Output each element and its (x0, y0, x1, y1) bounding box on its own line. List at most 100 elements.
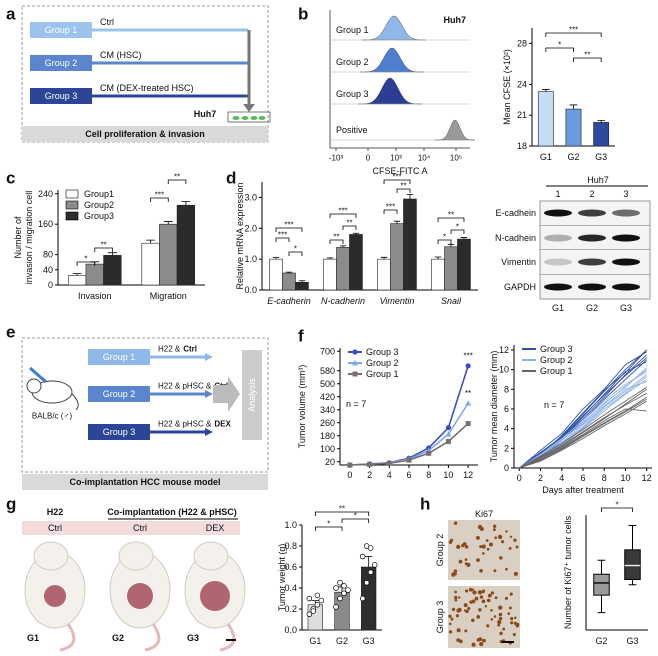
x-axis-label: CFSE-FITC A (372, 166, 427, 176)
stained-nucleus (465, 589, 469, 593)
caption: Cell proliferation & invasion (85, 129, 205, 139)
drug-label: Ctrl (183, 345, 197, 354)
y-tick-label: 260 (320, 418, 335, 428)
error-bar (272, 257, 280, 260)
stain-label: Ki67 (475, 509, 493, 519)
panel-label: e (6, 323, 15, 342)
x-axis-label: Days after treatment (542, 485, 624, 495)
significance-bracket (314, 526, 343, 531)
group-label: G3 (187, 633, 199, 643)
blot-frame (539, 200, 651, 300)
x-tick-label: 10 (443, 470, 453, 480)
y-tick-label: 40 (43, 265, 53, 275)
bar (457, 238, 471, 291)
group-label: G1 (552, 303, 564, 313)
data-point (371, 562, 378, 568)
significance-bracket (396, 188, 411, 193)
stained-nucleus (467, 606, 471, 610)
dish (227, 111, 271, 123)
mouse-head (26, 378, 42, 394)
treatment-label: DEX (206, 523, 225, 533)
bar (377, 258, 391, 291)
bar (103, 255, 122, 286)
marker (445, 438, 451, 444)
histogram-curve (357, 77, 423, 105)
significance-label: *** (278, 231, 287, 240)
y-tick-label: 0.2 (284, 604, 297, 614)
note: n = 7 (346, 399, 366, 409)
significance-bracket (275, 227, 303, 232)
y-tick-label: 340 (320, 405, 335, 415)
significance-bracket (573, 57, 602, 62)
legend-label: Group3 (84, 211, 114, 221)
cell-line: Huh7 (194, 109, 217, 119)
error-bar (352, 232, 360, 235)
y-tick-label: 28 (517, 38, 527, 48)
significance-label: * (558, 41, 561, 50)
band (544, 234, 572, 242)
stained-nucleus (497, 534, 503, 540)
stained-nucleus (462, 542, 467, 546)
stained-nucleus (515, 624, 519, 628)
stained-nucleus (475, 535, 480, 540)
significance-label: *** (338, 207, 347, 216)
stained-nucleus (476, 638, 481, 642)
legend-swatch (65, 189, 79, 199)
group-label: Group 3 (103, 427, 136, 437)
data-point (333, 604, 339, 610)
x-tick-label: G1 (540, 152, 552, 162)
error-bar (406, 193, 414, 199)
significance-bracket (329, 239, 344, 244)
x-tick-label: 0 (366, 154, 371, 163)
stained-nucleus (464, 558, 468, 561)
histogram-curve (361, 15, 427, 41)
stained-nucleus (513, 538, 517, 542)
significance-bracket (437, 239, 452, 244)
significance-bracket (288, 251, 303, 256)
error-bar (326, 257, 334, 260)
bar (269, 258, 283, 291)
y-axis-label: Relative mRNA expression (235, 182, 245, 289)
data-point (314, 592, 321, 599)
legend-swatch (65, 200, 79, 210)
significance-label: *** (463, 351, 472, 360)
stained-nucleus (476, 614, 481, 619)
y-tick-label: 0 (504, 463, 509, 473)
stained-nucleus (484, 605, 488, 608)
caption: Co-implantation HCC mouse model (69, 477, 220, 487)
y-tick-label: 0.8 (284, 541, 297, 551)
stained-nucleus (497, 623, 501, 627)
bar (295, 281, 309, 291)
significance-label: ** (339, 505, 345, 514)
y-tick-label: 4 (504, 424, 509, 434)
marker (465, 400, 472, 406)
y-tick-label: 100 (320, 444, 335, 454)
arrowhead (205, 353, 213, 361)
data-point (359, 553, 366, 560)
y-tick-label: 20 (325, 457, 335, 467)
legend-label: Group 1 (540, 366, 573, 376)
stained-nucleus (481, 590, 485, 594)
y-tick-label: 0.0 (284, 625, 297, 635)
row-label: Group 2 (435, 534, 445, 567)
stained-nucleus (455, 614, 460, 618)
stained-nucleus (457, 607, 462, 613)
significance-label: *** (386, 203, 395, 212)
group-label: Group 1 (103, 352, 136, 362)
arrowhead (243, 104, 255, 112)
ihc-image (448, 586, 520, 648)
x-tick-label: G3 (363, 636, 375, 646)
y-tick-label: 160 (38, 219, 53, 229)
group-box (30, 22, 92, 38)
group-box (30, 55, 92, 71)
arrowhead (205, 428, 213, 436)
y-axis-label: Tumor volume (mm³) (297, 365, 307, 449)
bar (403, 198, 417, 291)
group-box (88, 424, 150, 440)
arrowhead (205, 390, 213, 398)
group-box (30, 88, 92, 104)
data-point (337, 595, 343, 602)
tumor (200, 581, 230, 611)
data-point (337, 579, 343, 586)
